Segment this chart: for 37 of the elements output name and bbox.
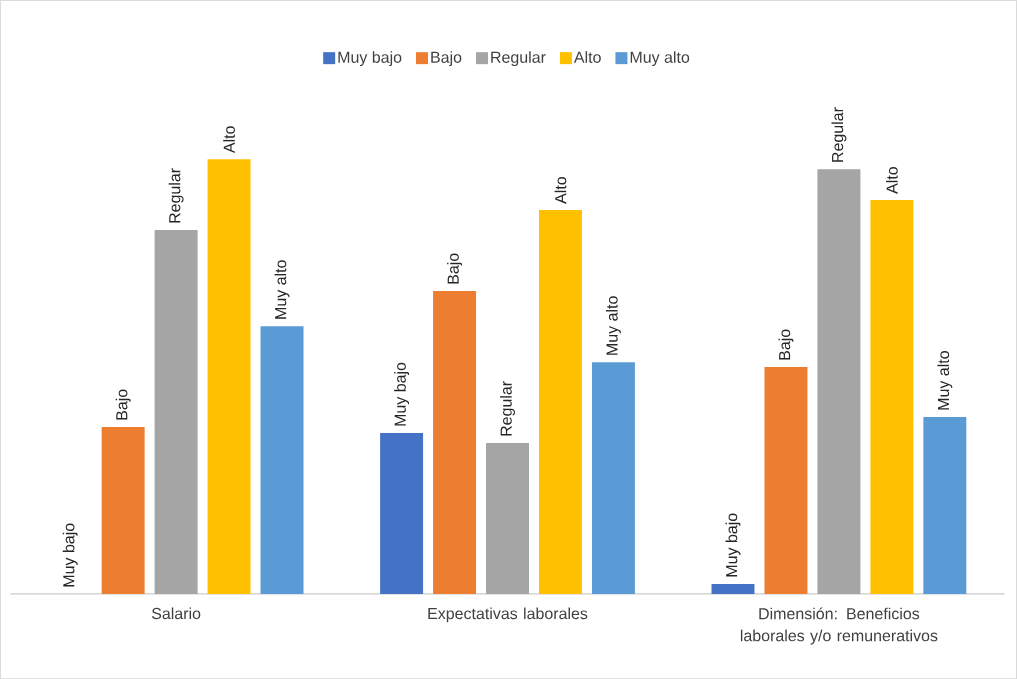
bar [486, 442, 529, 594]
text: Bajo [447, 253, 463, 284]
bar [154, 229, 198, 594]
text: Alto [554, 176, 567, 204]
legend-label: Alto [573, 51, 601, 63]
text: Regular [168, 168, 184, 223]
text: Regular [831, 107, 847, 162]
x-tick-label: Salario [151, 607, 201, 620]
text: Muy alto [937, 350, 953, 410]
legend-label: Bajo [431, 51, 462, 66]
bar [711, 583, 755, 594]
text: Alto [223, 126, 235, 153]
text: Bajo [778, 329, 794, 360]
text: Muy bajo [725, 513, 741, 577]
text: Muy alto [605, 296, 621, 355]
text: Regular [500, 381, 515, 436]
bar [591, 362, 635, 594]
x-tick-label: Expectativas laborales [428, 607, 588, 623]
bar [101, 426, 145, 594]
text: Bajo [115, 389, 131, 420]
text: Alto [886, 166, 898, 194]
bar [764, 366, 808, 594]
bar [207, 159, 251, 594]
bar [538, 209, 582, 594]
bar [380, 432, 424, 594]
bar [817, 169, 861, 594]
bar [923, 416, 967, 594]
text: Muy alto [274, 260, 290, 319]
x-tick-label: Dimensión: Beneficios laborales y/o remunerativos [740, 607, 938, 645]
text: Muy bajo [394, 362, 410, 426]
bar [433, 290, 477, 594]
bar [870, 199, 914, 594]
text: Muy bajo [62, 523, 78, 587]
legend-label: Muy bajo [338, 51, 402, 66]
legend-label: Regular [491, 51, 546, 66]
bar [260, 326, 304, 594]
legend-label: Muy alto [630, 51, 690, 66]
